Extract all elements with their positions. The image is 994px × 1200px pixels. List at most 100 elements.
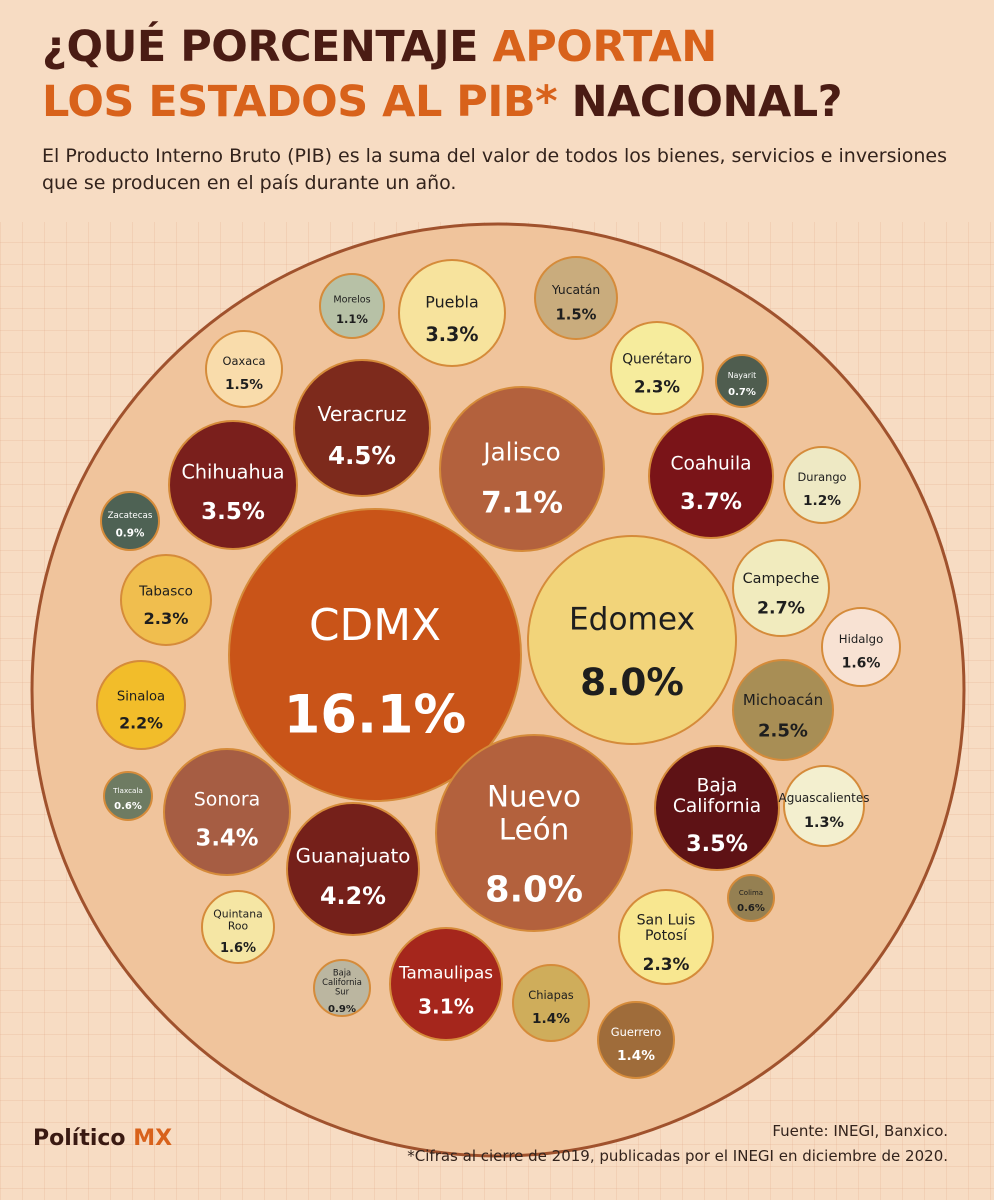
bubble-circle-san-luis-potosi [618, 889, 714, 985]
bubble-value-chiapas: 1.4% [532, 1011, 570, 1027]
bubble-circle-cdmx [228, 508, 522, 802]
bubble-value-nayarit: 0.7% [728, 387, 756, 398]
bubble-value-yucatan: 1.5% [555, 307, 596, 324]
bubble-value-tabasco: 2.3% [144, 609, 189, 628]
bubble-label-baja-california-sur-1: Baja [333, 968, 351, 978]
bubble-value-colima: 0.6% [737, 903, 765, 914]
bubble-value-michoacan: 2.5% [758, 720, 808, 741]
bubble-circle-edomex [527, 535, 737, 745]
bubble-label-queretaro: Querétaro [622, 351, 692, 367]
bubble-circle-zacatecas [100, 491, 160, 551]
bubble-label-chiapas: Chiapas [528, 988, 574, 1002]
bubble-circle-guanajuato [286, 802, 420, 936]
bubble-label-puebla: Puebla [425, 293, 478, 312]
bubble-label-san-luis-potosi-2: Potosí [645, 928, 688, 944]
bubble-circle-quintana-roo [201, 890, 275, 964]
bubble-label-quintana-roo-1: Quintana [213, 907, 263, 920]
bubble-label-sonora: Sonora [194, 789, 260, 811]
bubble-value-nuevo-leon: 8.0% [485, 869, 583, 910]
bubble-colima: Colima 0.6% [727, 874, 775, 922]
bubble-oaxaca: Oaxaca 1.5% [205, 330, 283, 408]
page-title-line-1: ¿QUÉ PORCENTAJE APORTAN [42, 22, 717, 72]
bubble-chihuahua: Chihuahua 3.5% [168, 420, 298, 550]
bubble-circle-baja-california-sur [313, 959, 371, 1017]
bubble-value-aguascalientes: 1.3% [804, 815, 844, 831]
header-panel: ¿QUÉ PORCENTAJE APORTAN LOS ESTADOS AL P… [0, 0, 994, 222]
title-part-dark-1: ¿QUÉ PORCENTAJE [42, 22, 479, 72]
bubble-value-campeche: 2.7% [757, 598, 805, 618]
bubble-label-durango: Durango [797, 470, 846, 484]
bubble-circle-oaxaca [205, 330, 283, 408]
bubble-circle-hidalgo [821, 607, 901, 687]
bubble-durango: Durango 1.2% [783, 446, 861, 524]
bubble-value-queretaro: 2.3% [634, 377, 680, 396]
bubble-value-guanajuato: 4.2% [320, 882, 386, 910]
bubble-circle-coahuila [648, 413, 774, 539]
bubble-circle-nayarit [715, 354, 769, 408]
bubble-coahuila: Coahuila 3.7% [648, 413, 774, 539]
bubble-label-edomex: Edomex [569, 601, 695, 637]
bubble-value-tlaxcala: 0.6% [114, 801, 142, 812]
bubble-value-san-luis-potosi: 2.3% [643, 954, 690, 974]
bubble-label-morelos: Morelos [333, 295, 370, 306]
subtitle: El Producto Interno Bruto (PIB) es la su… [42, 145, 947, 194]
bubble-label-baja-california-sur-2: California [322, 977, 362, 987]
bubble-circle-campeche [732, 539, 830, 637]
bubble-label-yucatan: Yucatán [551, 283, 600, 297]
bubble-nayarit: Nayarit 0.7% [715, 354, 769, 408]
bubble-circle-nuevo-leon [435, 734, 633, 932]
bubble-label-zacatecas: Zacatecas [108, 511, 153, 521]
bubble-value-puebla: 3.3% [426, 323, 479, 346]
bubble-jalisco: Jalisco 7.1% [439, 386, 605, 552]
bubble-puebla: Puebla 3.3% [398, 259, 506, 367]
brand-text-mx: MX [133, 1126, 173, 1151]
bubble-label-veracruz: Veracruz [317, 402, 406, 426]
bubble-value-baja-california: 3.5% [686, 831, 748, 857]
bubble-value-oaxaca: 1.5% [225, 377, 263, 393]
bubble-chiapas: Chiapas 1.4% [512, 964, 590, 1042]
bubble-label-guanajuato: Guanajuato [296, 844, 411, 867]
brand-text-politico: Político [33, 1126, 126, 1151]
bubble-queretaro: Querétaro 2.3% [610, 321, 704, 415]
bubble-value-hidalgo: 1.6% [842, 656, 881, 672]
title-part-dark-2: NACIONAL? [571, 77, 843, 127]
title-part-accent-1: APORTAN [492, 22, 718, 72]
bubble-value-tamaulipas: 3.1% [418, 995, 474, 1019]
bubble-circle-chihuahua [168, 420, 298, 550]
bubble-circle-sonora [163, 748, 291, 876]
bubble-label-cdmx: CDMX [309, 600, 441, 651]
brand-logo: Político MX [33, 1126, 172, 1151]
bubble-label-nuevo-leon-1: Nuevo [487, 780, 581, 814]
bubble-circle-veracruz [293, 359, 431, 497]
bubble-tabasco: Tabasco 2.3% [120, 554, 212, 646]
bubble-value-sinaloa: 2.2% [119, 713, 163, 732]
bubble-circle-guerrero [597, 1001, 675, 1079]
bubble-circle-sinaloa [96, 660, 186, 750]
bubble-circle-morelos [319, 273, 385, 339]
bubble-circle-baja-california [654, 745, 780, 871]
bubble-circle-durango [783, 446, 861, 524]
bubble-circle-puebla [398, 259, 506, 367]
bubble-aguascalientes: Aguascalientes 1.3% [779, 765, 869, 847]
bubble-label-baja-california-2: California [673, 796, 761, 817]
bubble-value-edomex: 8.0% [580, 660, 684, 704]
bubble-value-quintana-roo: 1.6% [220, 941, 256, 956]
footnote: *Cifras al cierre de 2019, publicadas po… [407, 1147, 948, 1165]
bubble-value-morelos: 1.1% [336, 312, 368, 326]
bubble-value-baja-california-sur: 0.9% [328, 1004, 356, 1015]
bubble-label-guerrero: Guerrero [611, 1025, 661, 1039]
bubble-label-michoacan: Michoacán [743, 691, 823, 709]
bubble-circle-queretaro [610, 321, 704, 415]
bubble-value-guerrero: 1.4% [617, 1048, 655, 1064]
bubble-label-coahuila: Coahuila [670, 454, 751, 475]
bubble-value-cdmx: 16.1% [284, 684, 466, 745]
bubble-zacatecas: Zacatecas 0.9% [100, 491, 160, 551]
bubble-sonora: Sonora 3.4% [163, 748, 291, 876]
bubble-morelos: Morelos 1.1% [319, 273, 385, 339]
bubble-circle-colima [727, 874, 775, 922]
bubble-label-oaxaca: Oaxaca [223, 354, 266, 368]
bubble-edomex: Edomex 8.0% [527, 535, 737, 745]
